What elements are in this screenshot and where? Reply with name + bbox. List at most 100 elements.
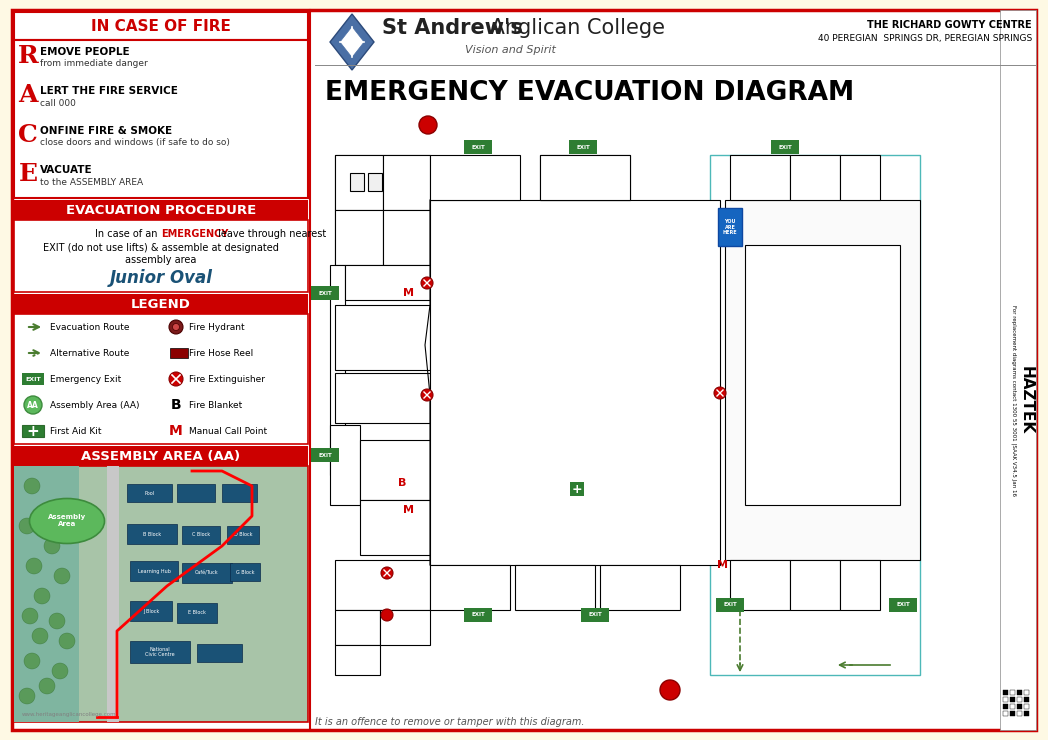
Bar [601, 565, 680, 610]
Bar [330, 265, 345, 475]
Text: Junior Oval: Junior Oval [109, 269, 213, 287]
Polygon shape [340, 27, 364, 58]
Bar [540, 155, 630, 200]
Text: G Block: G Block [236, 570, 255, 574]
Text: EXIT: EXIT [778, 144, 792, 149]
Text: +: + [572, 482, 583, 496]
Text: Café/Tuck: Café/Tuck [195, 571, 219, 576]
Bar [22, 425, 44, 437]
Bar [368, 173, 383, 191]
Bar [227, 526, 259, 544]
Bar [311, 286, 339, 300]
Bar [14, 294, 308, 314]
Text: B: B [398, 478, 407, 488]
Circle shape [39, 678, 54, 694]
Bar [330, 425, 361, 505]
Bar [335, 305, 430, 370]
Circle shape [24, 478, 40, 494]
Circle shape [660, 680, 680, 700]
Bar [361, 440, 440, 500]
Text: EMOVE PEOPLE: EMOVE PEOPLE [40, 47, 130, 57]
Text: In case of an: In case of an [95, 229, 161, 239]
Text: EXIT: EXIT [472, 613, 485, 617]
Circle shape [381, 567, 393, 579]
Bar [1003, 704, 1008, 709]
Text: ONFINE FIRE & SMOKE: ONFINE FIRE & SMOKE [40, 126, 172, 136]
Bar [430, 155, 520, 200]
Text: AA: AA [27, 400, 39, 409]
Bar [771, 140, 799, 154]
Text: YOU
ARE
HERE: YOU ARE HERE [723, 219, 738, 235]
Bar [350, 173, 364, 191]
Bar [464, 608, 492, 622]
Text: EMERGENCY EVACUATION DIAGRAM: EMERGENCY EVACUATION DIAGRAM [325, 80, 854, 106]
Bar [790, 155, 840, 200]
Bar [1017, 704, 1022, 709]
Text: R: R [18, 44, 39, 68]
Text: VACUATE: VACUATE [40, 165, 92, 175]
Text: Vision and Spirit: Vision and Spirit [464, 45, 555, 55]
Circle shape [26, 558, 42, 574]
Text: Fire Extinguisher: Fire Extinguisher [189, 374, 265, 383]
Circle shape [419, 116, 437, 134]
Bar [730, 155, 790, 200]
Bar [380, 610, 430, 645]
Bar [127, 524, 177, 544]
Circle shape [54, 568, 70, 584]
Circle shape [59, 633, 75, 649]
Circle shape [421, 277, 433, 289]
Text: EMERGENCY: EMERGENCY [161, 229, 228, 239]
Text: EXIT: EXIT [588, 613, 602, 617]
Text: EXIT: EXIT [319, 452, 332, 457]
Bar [335, 645, 380, 675]
Text: to the ASSEMBLY AREA: to the ASSEMBLY AREA [40, 178, 144, 186]
Circle shape [24, 653, 40, 669]
Text: Fire Hose Reel: Fire Hose Reel [189, 349, 254, 357]
Circle shape [32, 628, 48, 644]
Bar [130, 641, 190, 663]
Bar [177, 484, 215, 502]
Text: Fire Hydrant: Fire Hydrant [189, 323, 244, 332]
Text: St Andrew's: St Andrew's [383, 18, 523, 38]
Text: from immediate danger: from immediate danger [40, 59, 148, 68]
Bar [540, 155, 630, 200]
Text: Learning Hub: Learning Hub [137, 568, 171, 574]
Text: E Block: E Block [188, 610, 206, 616]
Circle shape [22, 608, 38, 624]
Bar [716, 598, 744, 612]
Text: THE RICHARD GOWTY CENTRE: THE RICHARD GOWTY CENTRE [868, 20, 1032, 30]
Bar [1010, 690, 1016, 695]
Bar [182, 563, 232, 583]
Text: call 000: call 000 [40, 99, 75, 108]
Bar [14, 446, 308, 466]
Bar [745, 245, 900, 505]
Bar [1024, 711, 1029, 716]
Text: C: C [18, 123, 38, 147]
Bar [182, 526, 220, 544]
Circle shape [714, 387, 726, 399]
Text: M: M [402, 288, 414, 298]
Text: EXIT (do not use lifts) & assemble at designated: EXIT (do not use lifts) & assemble at de… [43, 243, 279, 253]
Bar [1010, 711, 1016, 716]
Text: Assembly Area (AA): Assembly Area (AA) [50, 400, 139, 409]
Bar [335, 155, 430, 265]
Bar [197, 644, 242, 662]
Bar [1017, 697, 1022, 702]
Text: B: B [171, 398, 181, 412]
Bar [1024, 704, 1029, 709]
Text: E: E [19, 162, 38, 186]
Circle shape [24, 396, 42, 414]
Text: EXIT: EXIT [576, 144, 590, 149]
Bar [130, 601, 172, 621]
Text: M: M [717, 560, 727, 570]
Text: leave through nearest: leave through nearest [215, 229, 326, 239]
Circle shape [44, 538, 60, 554]
Bar [1024, 690, 1029, 695]
Bar [515, 565, 595, 610]
Text: ASSEMBLY AREA (AA): ASSEMBLY AREA (AA) [82, 449, 241, 462]
Bar [569, 140, 597, 154]
Bar [1003, 690, 1008, 695]
Circle shape [381, 609, 393, 621]
Text: +: + [26, 423, 40, 439]
Bar [14, 12, 308, 40]
